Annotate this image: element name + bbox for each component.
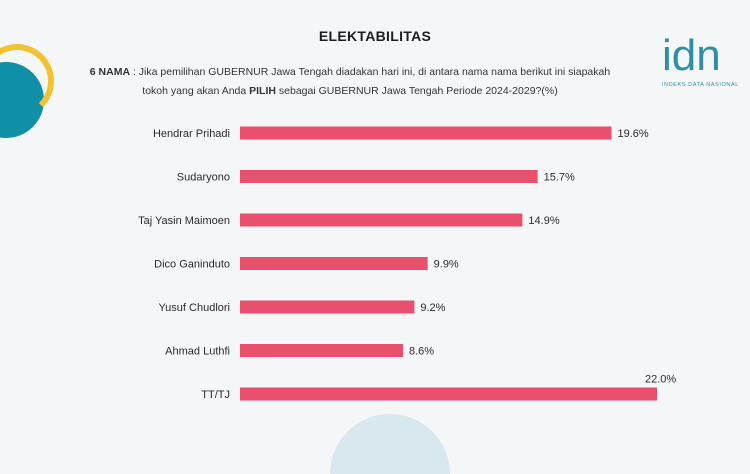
- value-label: 22.0%: [645, 374, 676, 386]
- category-label: Taj Yasin Maimoen: [138, 215, 230, 227]
- chart-slide: ELEKTABILITAS 6 NAMA : Jika pemilihan GU…: [0, 28, 739, 474]
- bar: [240, 387, 657, 401]
- category-label: Sudaryono: [177, 172, 230, 184]
- bar: [240, 126, 612, 140]
- bar: [240, 213, 523, 227]
- category-label: Dico Ganinduto: [154, 259, 230, 271]
- survey-question: 6 NAMA : Jika pemilihan GUBERNUR Jawa Te…: [80, 63, 620, 101]
- value-label: 15.7%: [544, 172, 575, 184]
- decorative-ring: [0, 44, 54, 118]
- value-label: 8.6%: [409, 346, 434, 358]
- bar: [240, 300, 415, 314]
- value-label: 19.6%: [618, 128, 649, 140]
- value-label: 9.2%: [420, 302, 445, 314]
- category-label: Ahmad Luthfi: [165, 346, 230, 358]
- logo-text: idn: [662, 31, 721, 80]
- category-label: TT/TJ: [201, 389, 230, 401]
- question-line2b: sebagai GUBERNUR Jawa Tengah Periode 202…: [275, 85, 558, 97]
- bar: [240, 257, 428, 270]
- question-line2a: tokoh yang akan Anda: [142, 85, 250, 97]
- value-label: 9.9%: [434, 259, 459, 271]
- bar: [240, 170, 538, 183]
- logo-subtitle: INDEKS DATA NASIONAL: [662, 82, 739, 88]
- question-prefix: 6 NAMA: [89, 66, 131, 78]
- category-label: Hendrar Prihadi: [153, 128, 230, 140]
- value-label: 14.9%: [528, 215, 559, 227]
- question-line1: : Jika pemilihan GUBERNUR Jawa Tengah di…: [130, 66, 611, 78]
- chart-title: ELEKTABILITAS: [318, 28, 432, 44]
- idn-logo-icon: idn: [662, 31, 721, 80]
- question-line2-bold: PILIH: [249, 85, 276, 97]
- bar: [240, 344, 404, 357]
- bar-chart: Hendrar Prihadi 19.6% Sudaryono 15.7% Taj Ya…: [138, 126, 676, 401]
- category-label: Yusuf Chudlori: [158, 302, 230, 314]
